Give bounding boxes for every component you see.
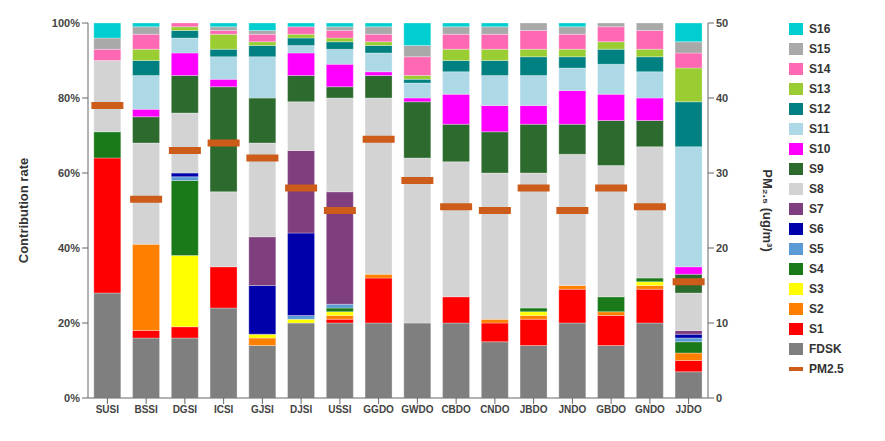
svg-text:50: 50: [716, 17, 728, 29]
html-text:S5: S5: [809, 241, 824, 256]
html-text:S16: S16: [809, 21, 831, 36]
html-text:S15: S15: [809, 41, 831, 56]
svg-text:CBDO: CBDO: [441, 404, 471, 415]
svg-text:CNDO: CNDO: [480, 404, 510, 415]
html-text:S7: S7: [809, 201, 824, 216]
svg-text:GGDO: GGDO: [363, 404, 394, 415]
svg-text:ICSI: ICSI: [214, 404, 234, 415]
svg-text:0: 0: [716, 392, 722, 404]
svg-text:Contribution rate: Contribution rate: [16, 158, 31, 263]
svg-text:GBDO: GBDO: [596, 404, 626, 415]
html-text:S8: S8: [809, 181, 824, 196]
svg-text:GNDO: GNDO: [635, 404, 665, 415]
html-text:S10: S10: [809, 141, 831, 156]
svg-text:60%: 60%: [58, 167, 80, 179]
svg-text:USSI: USSI: [328, 404, 352, 415]
svg-text:SUSI: SUSI: [96, 404, 120, 415]
svg-text:80%: 80%: [58, 92, 80, 104]
html-text:PM2.5: PM2.5: [809, 361, 844, 376]
html-text:S1: S1: [809, 321, 824, 336]
html-text:S2: S2: [809, 301, 824, 316]
html-text:S3: S3: [809, 281, 824, 296]
html-text:S12: S12: [809, 101, 831, 116]
svg-text:20: 20: [716, 242, 728, 254]
svg-text:40%: 40%: [58, 242, 80, 254]
svg-text:BSSI: BSSI: [134, 404, 158, 415]
html-text:S14: S14: [809, 61, 831, 76]
html-text:S4: S4: [809, 261, 824, 276]
svg-text:DJSI: DJSI: [290, 404, 312, 415]
svg-text:DGSI: DGSI: [173, 404, 198, 415]
html-text:S9: S9: [809, 161, 824, 176]
html-text:FDSK: FDSK: [809, 341, 842, 356]
svg-text:PM₂.₅ (ug/m³): PM₂.₅ (ug/m³): [760, 169, 775, 252]
svg-text:JNDO: JNDO: [558, 404, 586, 415]
svg-text:GWDO: GWDO: [401, 404, 433, 415]
svg-text:JJDO: JJDO: [676, 404, 702, 415]
svg-text:20%: 20%: [58, 317, 80, 329]
svg-text:10: 10: [716, 317, 728, 329]
html-text:S13: S13: [809, 81, 831, 96]
svg-text:30: 30: [716, 167, 728, 179]
svg-text:100%: 100%: [52, 17, 80, 29]
svg-text:GJSI: GJSI: [251, 404, 274, 415]
html-text:S6: S6: [809, 221, 824, 236]
svg-text:JBDO: JBDO: [520, 404, 548, 415]
svg-text:0%: 0%: [64, 392, 80, 404]
svg-text:40: 40: [716, 92, 728, 104]
html-text:S11: S11: [809, 121, 830, 136]
